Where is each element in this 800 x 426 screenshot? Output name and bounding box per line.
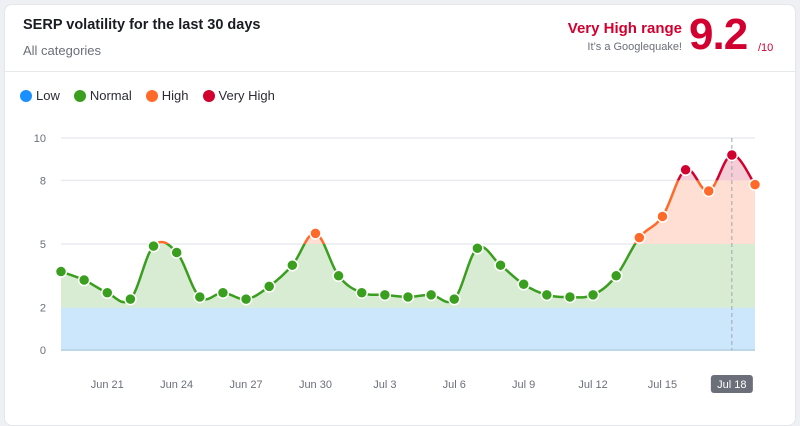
low-dot-icon: [20, 89, 32, 102]
legend: Low Normal High Very High: [20, 88, 275, 103]
x-tick-label: Jul 6: [443, 379, 466, 391]
data-point: [702, 184, 715, 198]
data-point: [77, 273, 91, 287]
data-point: [193, 290, 207, 304]
chart-title: SERP volatility for the last 30 days: [23, 17, 261, 33]
data-point: [494, 258, 507, 272]
data-point: [725, 148, 739, 162]
data-point: [471, 241, 484, 255]
band-area-very-high: [61, 154, 755, 181]
data-point: [239, 292, 253, 306]
legend-item-very-high[interactable]: Very High: [202, 88, 275, 103]
x-tick-label: Jun 30: [299, 379, 332, 391]
x-tick-label: Jul 3: [373, 379, 396, 391]
band-area-high: [61, 180, 755, 244]
data-point: [262, 280, 276, 293]
data-point: [401, 290, 415, 304]
y-tick-label: 10: [34, 133, 46, 145]
y-tick-label: 8: [40, 175, 46, 187]
data-point: [101, 286, 114, 300]
data-point: [540, 288, 554, 302]
x-tick-label: Jul 15: [648, 379, 677, 391]
x-tick-label: Jul 9: [512, 379, 535, 391]
y-tick-label: 0: [40, 345, 46, 357]
legend-item-low[interactable]: Low: [20, 88, 60, 103]
card-header: SERP volatility for the last 30 days All…: [5, 5, 795, 72]
x-tick-label: Jun 27: [230, 379, 263, 391]
x-tick-label: Jul 12: [578, 379, 607, 391]
highlight-label-bg: [710, 375, 753, 393]
data-point: [124, 292, 137, 306]
range-label: Very High range: [567, 20, 682, 37]
data-point: [517, 278, 530, 291]
data-point: [216, 286, 230, 300]
legend-label: Low: [36, 88, 60, 103]
data-point: [748, 178, 762, 191]
data-point: [679, 163, 692, 177]
very-high-dot-icon: [202, 89, 215, 102]
legend-label: Very High: [218, 88, 275, 103]
data-point: [448, 292, 461, 306]
data-point: [424, 288, 438, 302]
normal-dot-icon: [73, 89, 86, 102]
data-point: [355, 286, 368, 300]
data-point: [586, 288, 600, 302]
legend-item-high[interactable]: High: [145, 88, 189, 103]
band-area-low: [61, 307, 755, 350]
data-point: [170, 246, 183, 259]
x-tick-label: Jun 24: [160, 379, 193, 391]
data-point: [54, 265, 68, 278]
data-point: [609, 269, 623, 283]
data-point: [286, 258, 299, 272]
legend-label: High: [161, 88, 189, 103]
score-value: 9.2: [689, 10, 748, 59]
legend-label: Normal: [89, 88, 132, 103]
x-tick-label: Jun 21: [91, 379, 124, 391]
score-max: /10: [758, 42, 774, 54]
high-dot-icon: [145, 89, 158, 102]
y-tick-label: 2: [40, 303, 46, 315]
data-point: [378, 288, 392, 302]
legend-item-normal[interactable]: Normal: [73, 88, 132, 103]
range-subtext: It’s a Googlequake!: [587, 41, 682, 53]
data-point: [563, 290, 577, 304]
y-tick-label: 5: [40, 239, 46, 251]
data-point: [332, 269, 345, 283]
data-point: [309, 227, 322, 240]
x-tick-label: Jul 18: [717, 379, 746, 391]
category-subtitle: All categories: [23, 43, 102, 58]
data-point: [147, 239, 160, 253]
data-point: [633, 231, 646, 244]
data-point: [656, 210, 669, 223]
